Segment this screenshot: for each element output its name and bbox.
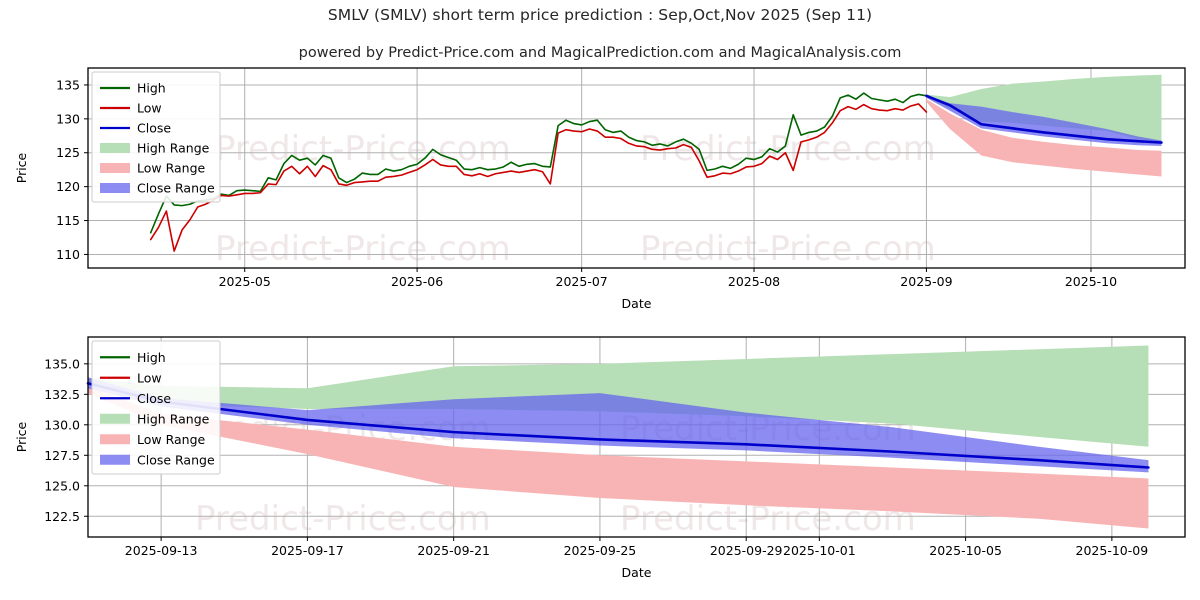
y-tick-label: 122.5 xyxy=(44,509,80,524)
x-tick-label: 2025-08 xyxy=(728,274,780,289)
chart-legend: High Low Close High Range Low Range Close Ran… xyxy=(91,340,221,475)
x-tick-label: 2025-09 xyxy=(900,274,952,289)
y-axis: 122.5 125.0 127.5 130.0 132.5 135.0 xyxy=(44,356,88,524)
x-tick-label: 2025-09-13 xyxy=(125,543,198,558)
legend-swatch-band xyxy=(100,454,130,465)
gridlines xyxy=(88,68,1185,268)
legend-swatch-band xyxy=(100,143,130,153)
series-line-high xyxy=(149,92,928,234)
x-tick-label: 2025-10 xyxy=(1065,274,1117,289)
page-title: SMLV (SMLV) short term price prediction … xyxy=(327,6,873,24)
x-axis: 2025-05 2025-06 2025-07 2025-08 2025-09 2025-… xyxy=(219,268,1117,289)
y-tick-label: 125.0 xyxy=(44,478,80,493)
y-tick-label: 130.0 xyxy=(44,417,80,432)
page-subtitle: powered by Predict-Price.com and Magical… xyxy=(298,45,902,61)
series-line-close xyxy=(925,94,1163,144)
y-tick-label: 120 xyxy=(56,179,80,194)
x-axis: 2025-09-13 2025-09-17 2025-09-21 2025-09-25… xyxy=(125,537,1148,558)
x-tick-label: 2025-07 xyxy=(556,274,608,289)
x-tick-label: 2025-09-29 xyxy=(710,543,783,558)
y-axis-title: Price xyxy=(14,421,29,452)
legend-entry-label: Close xyxy=(137,121,171,136)
series-line-low xyxy=(149,103,928,252)
x-tick-label: 2025-05 xyxy=(219,274,271,289)
x-tick-label: 2025-09-21 xyxy=(417,543,490,558)
watermark-text: Predict-Price.com xyxy=(215,129,511,169)
legend-swatch-band xyxy=(100,183,130,193)
y-axis-title: Price xyxy=(14,152,29,183)
watermark-text: Predict-Price.com xyxy=(195,499,491,539)
y-tick-label: 130 xyxy=(56,111,80,126)
x-tick-label: 2025-10-05 xyxy=(929,543,1002,558)
y-tick-label: 127.5 xyxy=(44,448,80,463)
chart-legend: High Low Close High Range Low Range Close Ran… xyxy=(91,71,221,203)
legend-entry-label: High Range xyxy=(137,411,210,426)
legend-swatch-band xyxy=(100,163,130,173)
y-tick-label: 132.5 xyxy=(44,387,80,402)
x-axis-title: Date xyxy=(622,565,652,580)
band-low-range xyxy=(926,99,1162,177)
legend-entry-label: Close Range xyxy=(137,452,215,467)
band-close-range xyxy=(926,95,1162,146)
x-tick-label: 2025-10-01 xyxy=(783,543,856,558)
x-tick-label: 2025-09-25 xyxy=(564,543,637,558)
detail-chart: Predict-Price.com Predict-Price.com Predic… xyxy=(0,325,1200,600)
x-tick-label: 2025-09-17 xyxy=(271,543,344,558)
x-tick-label: 2025-10-09 xyxy=(1076,543,1149,558)
band-high-range xyxy=(926,74,1162,142)
legend-entry-label: Low xyxy=(137,370,162,385)
legend-entry-label: High Range xyxy=(137,141,210,156)
legend-entry-label: Low Range xyxy=(137,432,206,447)
band-low-range xyxy=(88,387,1149,529)
y-tick-label: 135.0 xyxy=(44,356,80,371)
x-tick-label: 2025-06 xyxy=(391,274,443,289)
y-tick-label: 125 xyxy=(56,145,80,160)
watermark-group: Predict-Price.com Predict-Price.com Predic… xyxy=(215,129,936,269)
x-axis-title: Date xyxy=(622,296,652,311)
legend-entry-label: Close xyxy=(137,391,171,406)
legend-entry-label: Low xyxy=(137,101,162,116)
y-tick-label: 135 xyxy=(56,77,80,92)
legend-entry-label: High xyxy=(137,81,166,96)
watermark-text: Predict-Price.com xyxy=(640,229,936,269)
legend-entry-label: Close Range xyxy=(137,181,215,196)
y-axis: 110 115 120 125 130 135 xyxy=(56,77,88,262)
band-close-range xyxy=(88,377,1149,473)
plot-border xyxy=(87,67,1186,269)
overview-chart: Predict-Price.com Predict-Price.com Predic… xyxy=(0,60,1200,325)
watermark-text: Predict-Price.com xyxy=(215,229,511,269)
legend-swatch-band xyxy=(100,413,130,424)
y-tick-label: 110 xyxy=(56,247,80,262)
legend-swatch-band xyxy=(100,434,130,445)
legend-entry-label: High xyxy=(137,350,166,365)
legend-entry-label: Low Range xyxy=(137,161,206,176)
overview-chart-svg: Predict-Price.com Predict-Price.com Predic… xyxy=(14,67,1186,311)
plot-border xyxy=(87,336,1186,538)
y-tick-label: 115 xyxy=(56,213,80,228)
